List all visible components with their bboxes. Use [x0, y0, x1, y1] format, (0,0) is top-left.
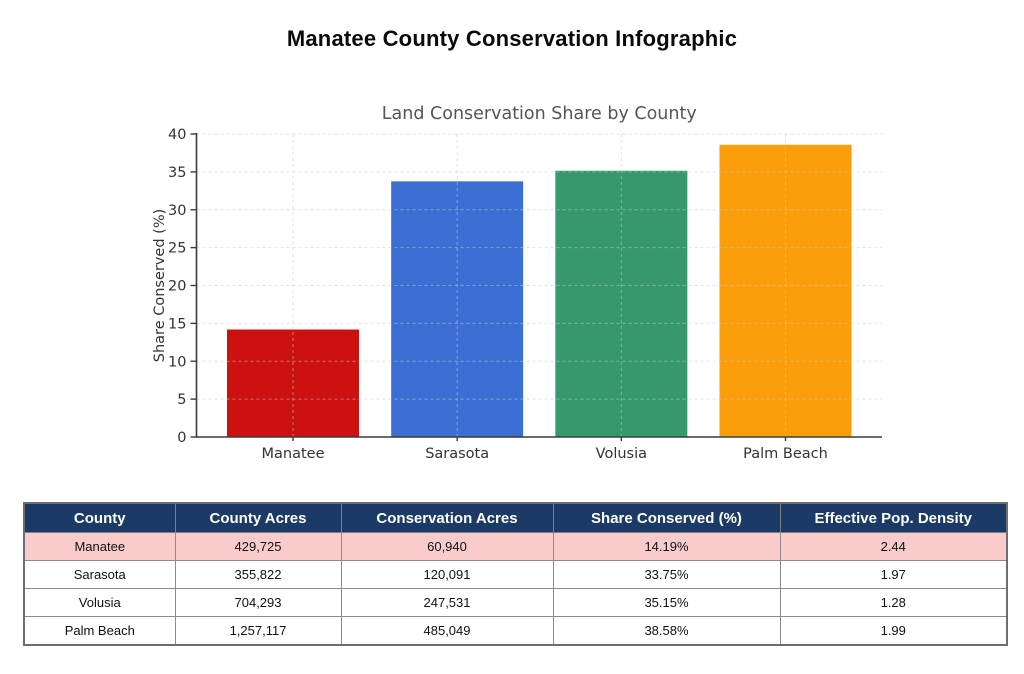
table-cell: 35.15%: [552, 588, 781, 617]
column-header-pop-density: Effective Pop. Density: [779, 502, 1008, 533]
table-cell: 1.97: [779, 560, 1008, 589]
conservation-share-chart-svg: 0 5 10 15 20 25 30 35 40 Manatee Sarasota Volusia Pa…: [152, 104, 882, 462]
table-cell: 33.75%: [552, 560, 781, 589]
table-cell: 704,293: [174, 588, 342, 617]
y-tick-label: 0: [177, 430, 186, 446]
table-row-palm-beach: Palm Beach 1,257,117 485,049 38.58% 1.99: [23, 616, 1008, 646]
chart-title: Land Conservation Share by County: [382, 104, 697, 124]
y-tick-label: 15: [168, 316, 186, 332]
table-header-row: County County Acres Conservation Acres S…: [23, 502, 1008, 533]
table-cell: 14.19%: [552, 532, 781, 561]
table-cell: Palm Beach: [23, 616, 176, 646]
table-cell: 485,049: [340, 616, 554, 646]
y-tick-label: 10: [168, 354, 186, 370]
column-header-county-acres: County Acres: [174, 502, 342, 533]
y-tick-label: 20: [168, 279, 186, 295]
table-cell: 120,091: [340, 560, 554, 589]
table-row-volusia: Volusia 704,293 247,531 35.15% 1.28: [23, 588, 1008, 617]
table-cell: 1,257,117: [174, 616, 342, 646]
table-cell: 38.58%: [552, 616, 781, 646]
column-header-county: County: [23, 502, 176, 533]
x-tick-label: Volusia: [596, 446, 647, 462]
county-data-table: County County Acres Conservation Acres S…: [23, 502, 1008, 646]
table-cell: 1.28: [779, 588, 1008, 617]
y-axis-label: Share Conserved (%): [152, 209, 168, 362]
table-row-manatee: Manatee 429,725 60,940 14.19% 2.44: [23, 532, 1008, 561]
x-tick-label: Manatee: [262, 446, 325, 462]
x-tick-label: Palm Beach: [743, 446, 828, 462]
y-tick-label: 5: [177, 392, 186, 408]
table-cell: 60,940: [340, 532, 554, 561]
y-tick-label: 40: [168, 127, 186, 143]
table-cell: 247,531: [340, 588, 554, 617]
table-row-sarasota: Sarasota 355,822 120,091 33.75% 1.97: [23, 560, 1008, 589]
bar-chart: 0 5 10 15 20 25 30 35 40 Manatee Sarasota Volusia Pa…: [150, 95, 890, 465]
table-cell: 429,725: [174, 532, 342, 561]
table-cell: Manatee: [23, 532, 176, 561]
y-tick-label: 35: [168, 165, 186, 181]
column-header-conservation-acres: Conservation Acres: [340, 502, 554, 533]
bar-manatee: [227, 329, 359, 437]
x-tick-label: Sarasota: [425, 446, 489, 462]
page-title: Manatee County Conservation Infographic: [286, 26, 738, 51]
table-cell: 2.44: [779, 532, 1008, 561]
table-cell: Volusia: [23, 588, 176, 617]
column-header-share-conserved: Share Conserved (%): [552, 502, 781, 533]
table-cell: Sarasota: [23, 560, 176, 589]
table-cell: 1.99: [779, 616, 1008, 646]
y-tick-label: 25: [168, 241, 186, 257]
table-cell: 355,822: [174, 560, 342, 589]
y-tick-label: 30: [168, 203, 186, 219]
